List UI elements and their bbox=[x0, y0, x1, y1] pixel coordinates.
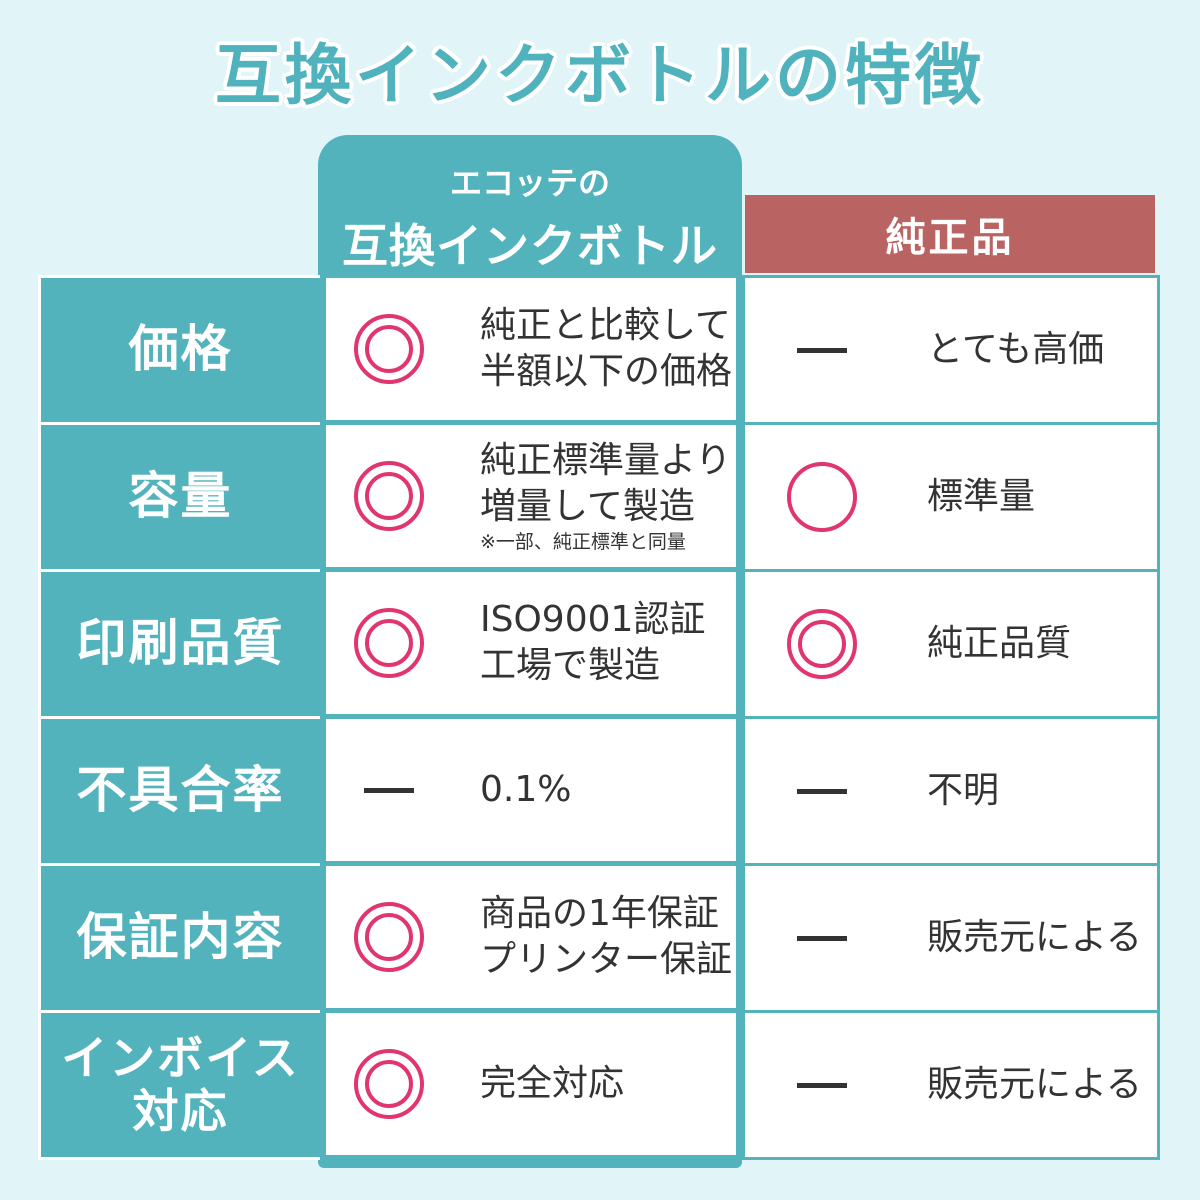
dash-mark-icon bbox=[354, 755, 424, 825]
double-circle-mark-icon bbox=[787, 609, 857, 679]
ecotte-text-line: 商品の1年保証 bbox=[480, 893, 719, 934]
ecotte-text-line: 工場で製造 bbox=[480, 645, 661, 686]
ecotte-text-line: 半額以下の価格 bbox=[480, 351, 733, 392]
genuine-text-line: とても高価 bbox=[927, 329, 1105, 370]
dash-icon bbox=[797, 1082, 847, 1088]
ecotte-text-line: 完全対応 bbox=[480, 1063, 625, 1104]
row-label-line: 対応 bbox=[132, 1084, 229, 1138]
genuine-text: 販売元による bbox=[927, 1062, 1142, 1108]
dash-icon bbox=[797, 935, 847, 941]
genuine-text: 標準量 bbox=[927, 474, 1035, 520]
dash-icon bbox=[797, 347, 847, 353]
ecotte-text-line: ISO9001認証 bbox=[480, 599, 706, 640]
ecotte-header-line2: 互換インクボトル bbox=[342, 219, 718, 273]
ecotte-text: 純正と比較して 半額以下の価格 bbox=[480, 303, 732, 395]
double-circle-icon bbox=[354, 461, 424, 531]
ecotte-text-line: 純正と比較して bbox=[480, 305, 731, 346]
ecotte-cell: 純正標準量より 増量して製造 ※一部、純正標準と同量 bbox=[326, 425, 736, 567]
row-label: 容量 bbox=[38, 422, 320, 572]
genuine-text-line: 不明 bbox=[927, 770, 1000, 811]
ecotte-text: 商品の1年保証 プリンター保証 bbox=[480, 891, 732, 983]
genuine-text-line: 販売元による bbox=[927, 917, 1142, 958]
double-circle-icon bbox=[787, 609, 857, 679]
row-label: インボイス 対応 bbox=[38, 1010, 320, 1160]
ecotte-text-line: 0.1% bbox=[480, 769, 572, 810]
ecotte-header-line1: エコッテの bbox=[449, 164, 610, 202]
double-circle-mark-icon bbox=[354, 461, 424, 531]
genuine-cell: 販売元による bbox=[742, 1010, 1160, 1160]
genuine-text: とても高価 bbox=[927, 327, 1104, 373]
dash-mark-icon bbox=[787, 903, 857, 973]
ecotte-text: 純正標準量より 増量して製造 ※一部、純正標準と同量 bbox=[480, 438, 731, 554]
dash-mark-icon bbox=[787, 1050, 857, 1120]
dash-icon bbox=[797, 788, 847, 794]
row-label: 不具合率 bbox=[38, 716, 320, 866]
double-circle-mark-icon bbox=[354, 314, 424, 384]
genuine-cell: 標準量 bbox=[742, 422, 1160, 572]
row-label: 価格 bbox=[38, 275, 320, 425]
double-circle-mark-icon bbox=[354, 1049, 424, 1119]
genuine-cell: とても高価 bbox=[742, 275, 1160, 425]
double-circle-mark-icon bbox=[354, 902, 424, 972]
double-circle-icon bbox=[354, 608, 424, 678]
double-circle-icon bbox=[354, 314, 424, 384]
row-label-line: インボイス bbox=[61, 1031, 300, 1086]
dash-icon bbox=[364, 787, 414, 793]
ecotte-cell: 0.1% bbox=[326, 719, 736, 861]
double-circle-icon bbox=[354, 1049, 424, 1119]
row-label: 保証内容 bbox=[38, 863, 320, 1013]
ecotte-text-line: 増量して製造 bbox=[480, 486, 695, 527]
double-circle-icon bbox=[354, 902, 424, 972]
genuine-text-line: 販売元による bbox=[927, 1064, 1142, 1105]
page-title: 互換インクボトルの特徴 bbox=[215, 37, 985, 114]
ecotte-text: 0.1% bbox=[480, 767, 571, 813]
dash-mark-icon bbox=[787, 315, 857, 385]
ecotte-text-line: プリンター保証 bbox=[480, 939, 733, 980]
ecotte-cell: 商品の1年保証 プリンター保証 bbox=[326, 866, 736, 1008]
genuine-cell: 販売元による bbox=[742, 863, 1160, 1013]
genuine-text: 純正品質 bbox=[927, 621, 1071, 667]
genuine-text: 販売元による bbox=[927, 915, 1142, 961]
genuine-text-line: 純正品質 bbox=[927, 623, 1072, 664]
genuine-cell: 不明 bbox=[742, 716, 1160, 866]
double-circle-mark-icon bbox=[354, 608, 424, 678]
ecotte-cell: ISO9001認証 工場で製造 bbox=[326, 572, 736, 714]
genuine-text: 不明 bbox=[927, 768, 999, 814]
genuine-header: 純正品 bbox=[745, 195, 1155, 273]
ecotte-text-line: 純正標準量より bbox=[480, 440, 732, 481]
dash-mark-icon bbox=[787, 756, 857, 826]
genuine-cell: 純正品質 bbox=[742, 569, 1160, 719]
circle-mark-icon bbox=[787, 462, 857, 532]
genuine-text-line: 標準量 bbox=[927, 476, 1036, 517]
ecotte-note: ※一部、純正標準と同量 bbox=[480, 531, 686, 553]
ecotte-text: ISO9001認証 工場で製造 bbox=[480, 597, 705, 689]
circle-icon bbox=[787, 462, 857, 532]
ecotte-cell: 完全対応 bbox=[326, 1013, 736, 1155]
ecotte-text: 完全対応 bbox=[480, 1061, 624, 1107]
ecotte-cell: 純正と比較して 半額以下の価格 bbox=[326, 278, 736, 420]
row-label: 印刷品質 bbox=[38, 569, 320, 719]
